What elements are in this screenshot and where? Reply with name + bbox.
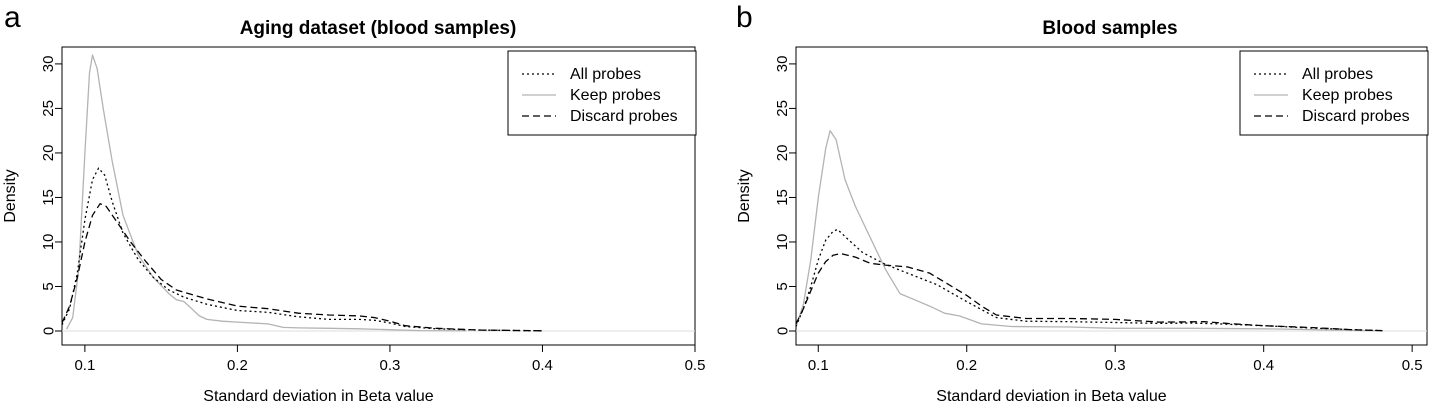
- x-tick-label: 0.2: [227, 357, 248, 374]
- legend-label: Keep probes: [570, 87, 661, 104]
- y-tick-label: 25: [774, 100, 791, 117]
- y-axis-label: Density: [736, 169, 753, 222]
- x-tick-label: 0.3: [1105, 357, 1126, 374]
- legend-label: All probes: [1302, 66, 1373, 83]
- x-tick-label: 0.1: [74, 357, 95, 374]
- legend-label: Discard probes: [570, 108, 678, 125]
- panel-a: a Aging dataset (blood samples) 0.1 0.2 0.3 0…: [2, 1, 705, 405]
- y-tick-label: 15: [774, 189, 791, 206]
- panel-letter: a: [4, 1, 21, 34]
- legend-box: [507, 50, 697, 136]
- y-tick-label: 25: [40, 100, 57, 117]
- panel-b: b Blood samples 0.1 0.2 0.3 0.4 0.5 0 5 10 15 20 25 3…: [736, 1, 1429, 405]
- series-line-keep-probes: [66, 54, 467, 332]
- series-line-discard-probes: [796, 252, 1383, 332]
- x-tick-label: 0.5: [1402, 357, 1423, 374]
- y-tick-label: 15: [40, 189, 57, 206]
- x-tick-label: 0.4: [1253, 357, 1274, 374]
- chart-title: Blood samples: [1042, 18, 1177, 39]
- x-tick-label: 0.2: [956, 357, 977, 374]
- series-line-all-probes: [796, 228, 1383, 332]
- plot-frame: [795, 46, 1428, 346]
- legend-label: Discard probes: [1302, 108, 1410, 125]
- y-axis-label: Density: [2, 169, 19, 222]
- series-line-discard-probes: [62, 203, 543, 332]
- x-tick-label: 0.4: [532, 357, 553, 374]
- plot-frame: [61, 46, 696, 346]
- x-axis-label: Standard deviation in Beta value: [936, 388, 1166, 405]
- x-tick-label: 0.3: [380, 357, 401, 374]
- y-tick-label: 30: [40, 56, 57, 73]
- series-line-keep-probes: [796, 130, 1383, 332]
- legend-label: Keep probes: [1302, 87, 1393, 104]
- y-tick-label: 5: [774, 282, 791, 290]
- y-tick-label: 5: [40, 282, 57, 290]
- panel-letter: b: [736, 1, 753, 34]
- legend: All probes Keep probes Discard probes: [507, 50, 697, 136]
- x-tick-label: 0.5: [685, 357, 706, 374]
- y-tick-label: 20: [774, 145, 791, 162]
- y-tick-label: 0: [774, 327, 791, 335]
- legend-label: All probes: [570, 66, 641, 83]
- x-tick-label: 0.1: [808, 357, 829, 374]
- legend: All probes Keep probes Discard probes: [1239, 50, 1429, 136]
- y-tick-label: 20: [40, 145, 57, 162]
- y-tick-label: 30: [774, 56, 791, 73]
- legend-box: [1239, 50, 1429, 136]
- y-tick-label: 10: [774, 234, 791, 251]
- y-tick-label: 0: [40, 327, 57, 335]
- series-line-all-probes: [62, 167, 543, 332]
- chart-title: Aging dataset (blood samples): [240, 18, 517, 39]
- y-tick-label: 10: [40, 234, 57, 251]
- x-axis-label: Standard deviation in Beta value: [203, 388, 433, 405]
